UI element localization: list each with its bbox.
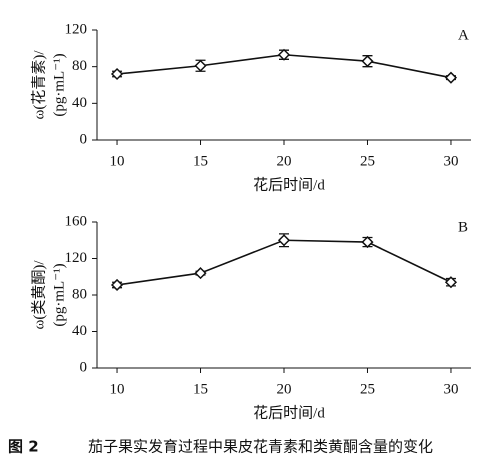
marker [110, 278, 124, 292]
y-tick-label: 40 [72, 323, 87, 339]
x-tick-label: 10 [110, 153, 125, 169]
marker [194, 59, 207, 72]
x-tick-label: 15 [193, 153, 208, 169]
x-axis-title: 花后时间/d [253, 404, 325, 421]
marker [444, 71, 458, 84]
x-tick-label: 20 [277, 153, 292, 169]
y-tick-label: 80 [72, 58, 87, 74]
y-tick-label: 120 [65, 250, 88, 266]
panel-label: A [458, 27, 469, 43]
marker [361, 236, 374, 249]
x-tick-label: 10 [110, 381, 125, 397]
x-axis-title: 花后时间/d [253, 176, 325, 193]
marker [361, 55, 374, 68]
y-axis-title: ω(类黄酮)/ [30, 260, 47, 330]
x-tick-label: 30 [443, 153, 458, 169]
x-tick-label: 30 [443, 381, 458, 397]
y-tick-label: 0 [80, 131, 88, 147]
marker [110, 67, 124, 81]
x-tick-label: 15 [193, 381, 208, 397]
y-axis-title: (pg·mL⁻¹) [51, 53, 67, 116]
x-tick-label: 25 [360, 153, 375, 169]
y-tick-label: 120 [65, 21, 88, 37]
panel-label: B [458, 219, 468, 235]
x-tick-label: 25 [360, 381, 375, 397]
y-tick-label: 80 [72, 286, 87, 302]
marker [277, 48, 291, 61]
y-tick-label: 40 [72, 95, 87, 111]
marker [194, 267, 207, 280]
y-tick-label: 160 [65, 213, 88, 229]
marker [444, 276, 458, 289]
caption-text: 茄子果实发育过程中果皮花青素和类黄酮含量的变化 [88, 438, 433, 456]
y-axis-title: (pg·mL⁻¹) [51, 263, 67, 326]
x-tick-label: 20 [277, 381, 292, 397]
y-tick-label: 0 [80, 359, 88, 375]
caption-label: 图 2 [8, 438, 39, 456]
marker [277, 234, 291, 247]
y-axis-title: ω(花青素)/ [30, 50, 47, 120]
